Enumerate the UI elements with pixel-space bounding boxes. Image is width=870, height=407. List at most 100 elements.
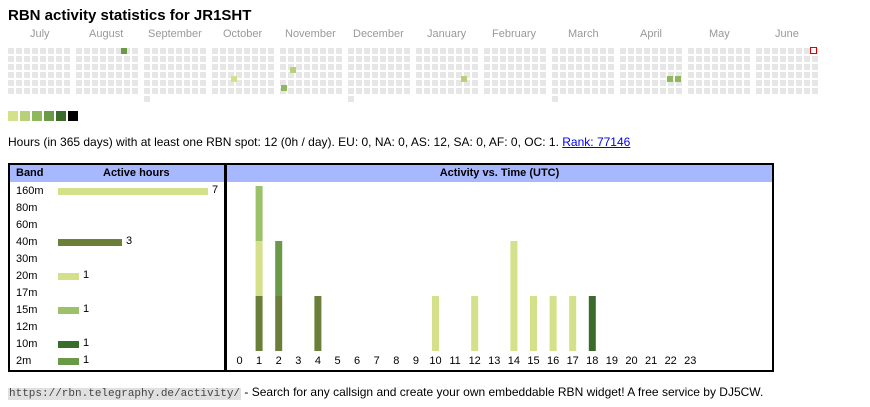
calendar-day xyxy=(628,72,634,78)
calendar-day xyxy=(440,80,446,86)
calendar-day xyxy=(448,72,454,78)
calendar-day xyxy=(304,64,310,70)
calendar-day xyxy=(532,56,538,62)
calendar-day xyxy=(560,48,566,54)
calendar-day xyxy=(780,88,786,94)
calendar-day xyxy=(380,48,386,54)
calendar-day xyxy=(788,80,794,86)
calendar-day xyxy=(228,56,234,62)
calendar-day xyxy=(472,80,478,86)
calendar-day xyxy=(712,64,718,70)
band-table-header: Band Active hours xyxy=(10,165,224,182)
hour-tick-label: 14 xyxy=(508,355,520,367)
calendar-day xyxy=(32,56,38,62)
calendar-day xyxy=(380,56,386,62)
calendar-day xyxy=(64,48,70,54)
calendar-day xyxy=(220,80,226,86)
calendar-day xyxy=(764,64,770,70)
calendar-day xyxy=(492,80,498,86)
activity-calendar xyxy=(0,0,870,110)
calendar-day xyxy=(160,72,166,78)
calendar-day xyxy=(756,80,762,86)
calendar-day xyxy=(756,64,762,70)
calendar-day xyxy=(56,88,62,94)
calendar-day xyxy=(100,72,106,78)
calendar-day xyxy=(228,80,234,86)
calendar-day xyxy=(620,48,626,54)
rank-link[interactable]: Rank: 77146 xyxy=(562,135,631,149)
calendar-day xyxy=(464,72,470,78)
calendar-day xyxy=(772,72,778,78)
calendar-day xyxy=(24,56,30,62)
calendar-day xyxy=(92,56,98,62)
calendar-day xyxy=(728,56,734,62)
footer-url[interactable]: https://rbn.telegraphy.de/activity/ xyxy=(8,388,242,400)
calendar-day xyxy=(440,48,446,54)
calendar-day xyxy=(728,48,734,54)
calendar-day xyxy=(728,80,734,86)
calendar-day xyxy=(720,56,726,62)
calendar-day xyxy=(364,64,370,70)
hour-tick-label: 13 xyxy=(488,355,500,367)
calendar-day xyxy=(192,48,198,54)
calendar-day xyxy=(628,56,634,62)
calendar-day xyxy=(660,56,666,62)
band-row: 30m xyxy=(10,251,224,268)
band-bar xyxy=(58,358,79,365)
month-label: July xyxy=(30,28,50,40)
calendar-day xyxy=(440,88,446,94)
calendar-day xyxy=(32,80,38,86)
calendar-day xyxy=(676,48,682,54)
calendar-day xyxy=(592,48,598,54)
month-label: October xyxy=(223,28,263,40)
calendar-day xyxy=(756,88,762,94)
calendar-day xyxy=(364,48,370,54)
hour-tick-label: 9 xyxy=(413,355,419,367)
calendar-day xyxy=(124,56,130,62)
calendar-day xyxy=(260,88,266,94)
calendar-day xyxy=(456,88,462,94)
calendar-day xyxy=(144,56,150,62)
calendar-day xyxy=(584,56,590,62)
calendar-day xyxy=(24,48,30,54)
calendar-day xyxy=(176,80,182,86)
calendar-day xyxy=(636,72,642,78)
calendar-day xyxy=(64,64,70,70)
band-name: 12m xyxy=(16,321,38,333)
calendar-day xyxy=(696,56,702,62)
hour-tick-label: 18 xyxy=(586,355,598,367)
hour-tick-label: 19 xyxy=(606,355,618,367)
calendar-day xyxy=(8,88,14,94)
calendar-day xyxy=(356,80,362,86)
band-row: 40m 3 xyxy=(10,234,224,251)
calendar-day xyxy=(644,48,650,54)
band-bar xyxy=(58,188,208,195)
calendar-day xyxy=(312,88,318,94)
calendar-day xyxy=(432,88,438,94)
calendar-day xyxy=(516,88,522,94)
calendar-day xyxy=(764,80,770,86)
calendar-day xyxy=(348,48,354,54)
calendar-day xyxy=(472,72,478,78)
calendar-day xyxy=(244,48,250,54)
calendar-day xyxy=(500,88,506,94)
calendar-day xyxy=(200,88,206,94)
calendar-day xyxy=(40,72,46,78)
calendar-day xyxy=(388,80,394,86)
calendar-day xyxy=(432,48,438,54)
calendar-day xyxy=(592,56,598,62)
calendar-day xyxy=(756,48,762,54)
activity-bar xyxy=(255,296,263,351)
calendar-day xyxy=(108,64,114,70)
calendar-day xyxy=(540,88,546,94)
page-title: RBN activity statistics for JR1SHT xyxy=(8,7,252,24)
calendar-day xyxy=(396,48,402,54)
band-name: 17m xyxy=(16,287,38,299)
calendar-day xyxy=(508,88,514,94)
calendar-day xyxy=(92,80,98,86)
calendar-day xyxy=(704,88,710,94)
calendar-day xyxy=(600,88,606,94)
calendar-day xyxy=(260,72,266,78)
calendar-day xyxy=(320,64,326,70)
calendar-day xyxy=(212,88,218,94)
